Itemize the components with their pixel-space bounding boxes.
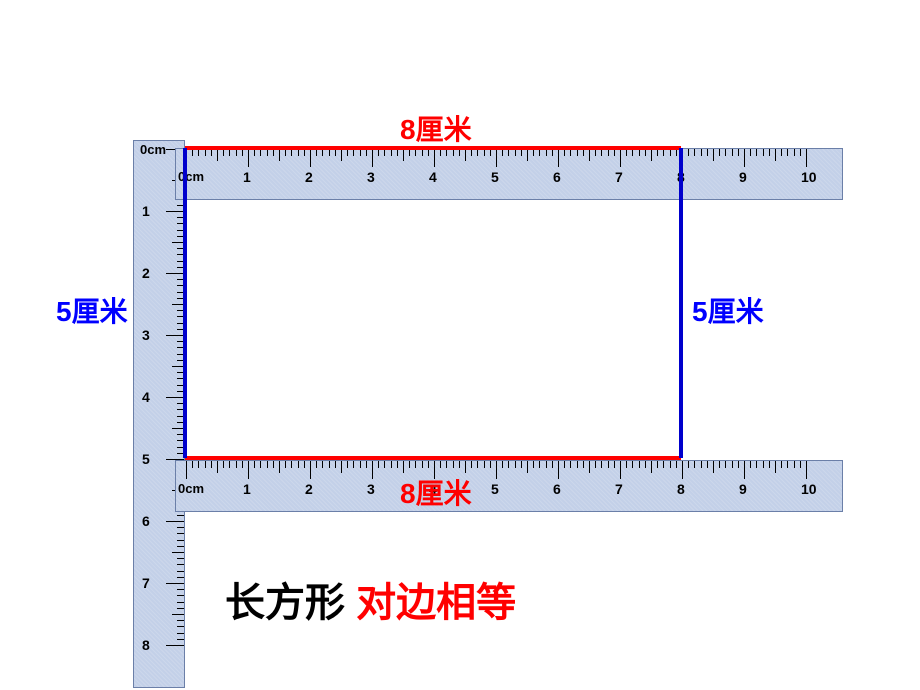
ruler-top: 0cm12345678910 bbox=[175, 148, 843, 200]
dim-label-bottom: 8厘米 bbox=[400, 472, 472, 512]
caption-part1: 长方形 bbox=[225, 581, 345, 625]
dim-label-right: 5厘米 bbox=[692, 290, 764, 330]
caption-part2: 对边相等 bbox=[356, 581, 516, 625]
diagram-canvas: 0cm12345678 0cm12345678910 0cm1234567891… bbox=[0, 0, 920, 690]
caption: 长方形 对边相等 bbox=[225, 570, 516, 628]
rectangle-bottom-side bbox=[185, 456, 681, 460]
dim-label-top: 8厘米 bbox=[400, 108, 472, 148]
rectangle-left-side bbox=[183, 148, 187, 458]
ruler-bottom: 0cm12345678910 bbox=[175, 460, 843, 512]
ruler-left: 0cm12345678 bbox=[133, 140, 185, 688]
rectangle-right-side bbox=[679, 148, 683, 458]
dim-label-left: 5厘米 bbox=[56, 290, 128, 330]
